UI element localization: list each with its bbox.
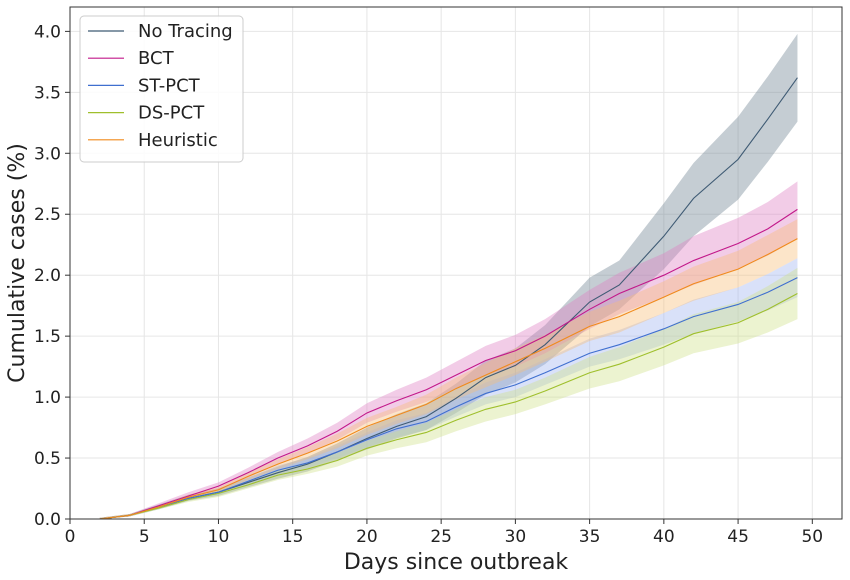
line-st-pct [99,277,798,520]
y-tick-label: 3.0 [34,144,61,164]
plot-frame [69,6,843,520]
legend-label-bct: BCT [138,48,175,69]
x-tick-label: 40 [653,527,675,547]
y-tick-label: 1.0 [34,388,61,408]
y-tick-label: 3.5 [34,83,61,103]
x-tick-label: 15 [282,527,304,547]
x-tick-label: 45 [727,527,749,547]
line-ds-pct [99,292,798,520]
y-tick-label: 2.0 [34,266,61,286]
line-heuristic [99,238,798,520]
y-tick-label: 1.5 [34,327,61,347]
x-tick-label: 5 [139,527,150,547]
x-tick-label: 20 [356,527,378,547]
x-tick-label: 0 [65,527,76,547]
y-tick-label: 4.0 [34,22,61,42]
y-tick-label: 2.5 [34,205,61,225]
y-tick-label: 0.5 [34,449,61,469]
x-tick-label: 10 [208,527,230,547]
series-lines [99,77,798,520]
legend-label-st-pct: ST-PCT [138,75,201,96]
x-axis-title: Days since outbreak [344,550,569,575]
x-tick-label: 25 [430,527,452,547]
legend-label-ds-pct: DS-PCT [138,103,205,124]
legend-label-no-tracing: No Tracing [138,21,233,42]
legend-label-heuristic: Heuristic [138,130,218,151]
y-axis-title: Cumulative cases (%) [5,143,30,383]
x-tick-label: 35 [579,527,601,547]
x-tick-label: 50 [801,527,823,547]
line-bct [99,208,798,520]
legend: No Tracing BCT ST-PCT DS-PCT Heuristic [79,15,244,163]
axis-ticks: 0 5 10 15 20 25 30 35 40 45 50 0.0 0.5 1.0 1.5 2.0 2.5 3.… [34,22,823,547]
x-tick-label: 30 [505,527,527,547]
legend-box [79,15,244,163]
y-tick-label: 0.0 [34,510,61,530]
